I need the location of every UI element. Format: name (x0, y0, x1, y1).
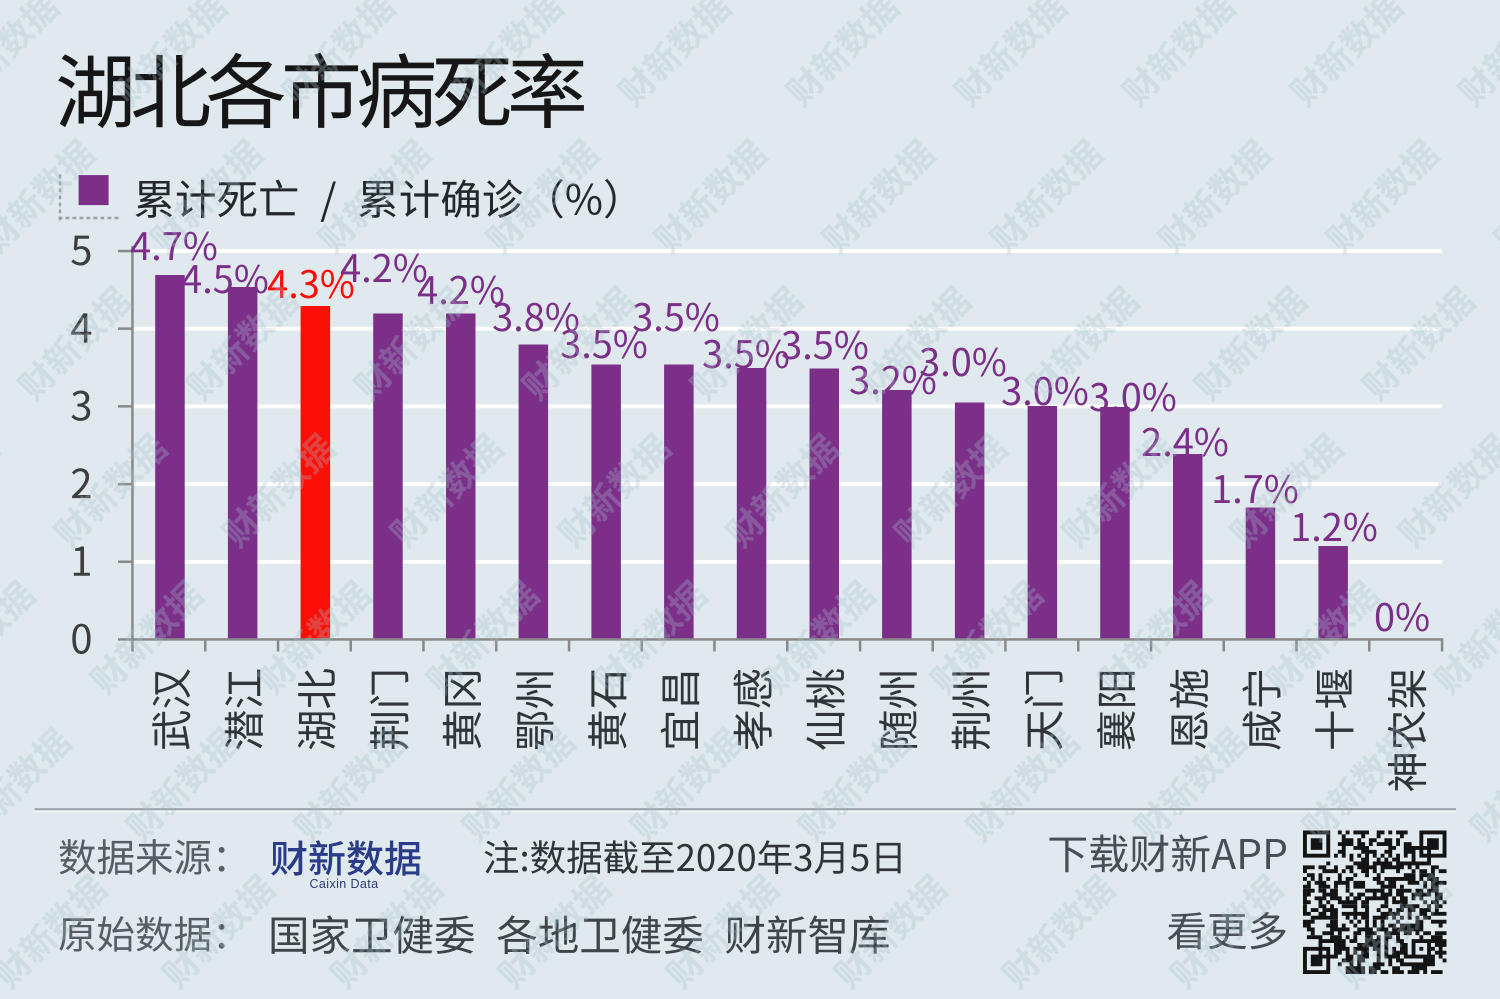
svg-text:Caixin Data: Caixin Data (309, 877, 378, 891)
